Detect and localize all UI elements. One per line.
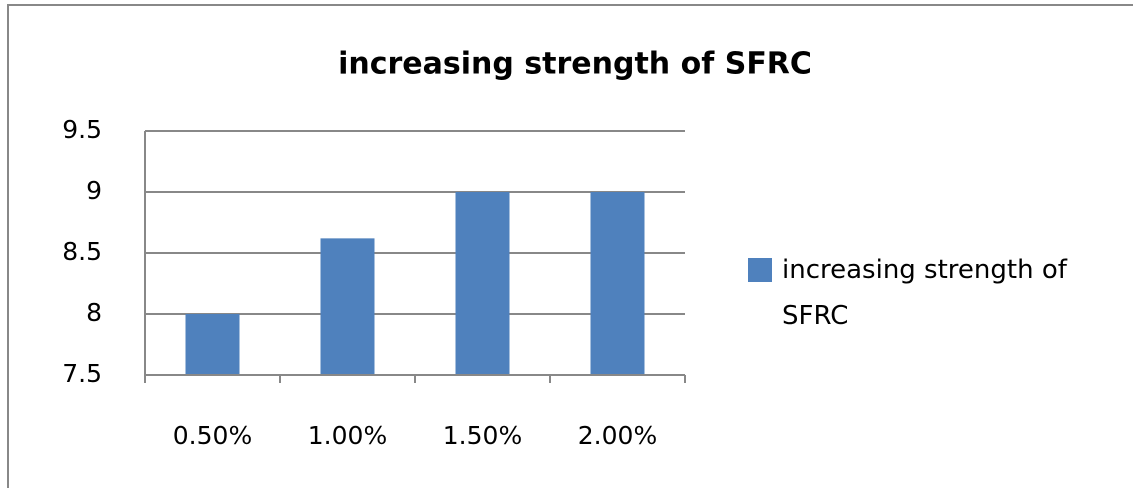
y-tick-label: 7.5 — [62, 359, 102, 388]
legend-label: increasing strength of SFRC — [782, 255, 1067, 331]
bar — [185, 314, 240, 375]
x-tick-label: 0.50% — [173, 421, 252, 450]
bar — [320, 238, 375, 375]
y-tick-label: 8.5 — [62, 237, 102, 266]
chart-title: increasing strength of SFRC — [338, 47, 812, 82]
x-tick-label: 1.00% — [308, 421, 387, 450]
bar — [590, 192, 645, 375]
legend-swatch — [748, 258, 772, 282]
x-tick-label: 2.00% — [578, 421, 657, 450]
y-tick-label: 9 — [86, 176, 102, 205]
chart-frame — [7, 4, 1133, 488]
legend-entry: increasing strength of SFRC — [782, 255, 1067, 331]
y-tick-label: 8 — [86, 298, 102, 327]
x-tick-label: 1.50% — [443, 421, 522, 450]
bar — [455, 192, 510, 375]
y-tick-label: 9.5 — [62, 115, 102, 144]
